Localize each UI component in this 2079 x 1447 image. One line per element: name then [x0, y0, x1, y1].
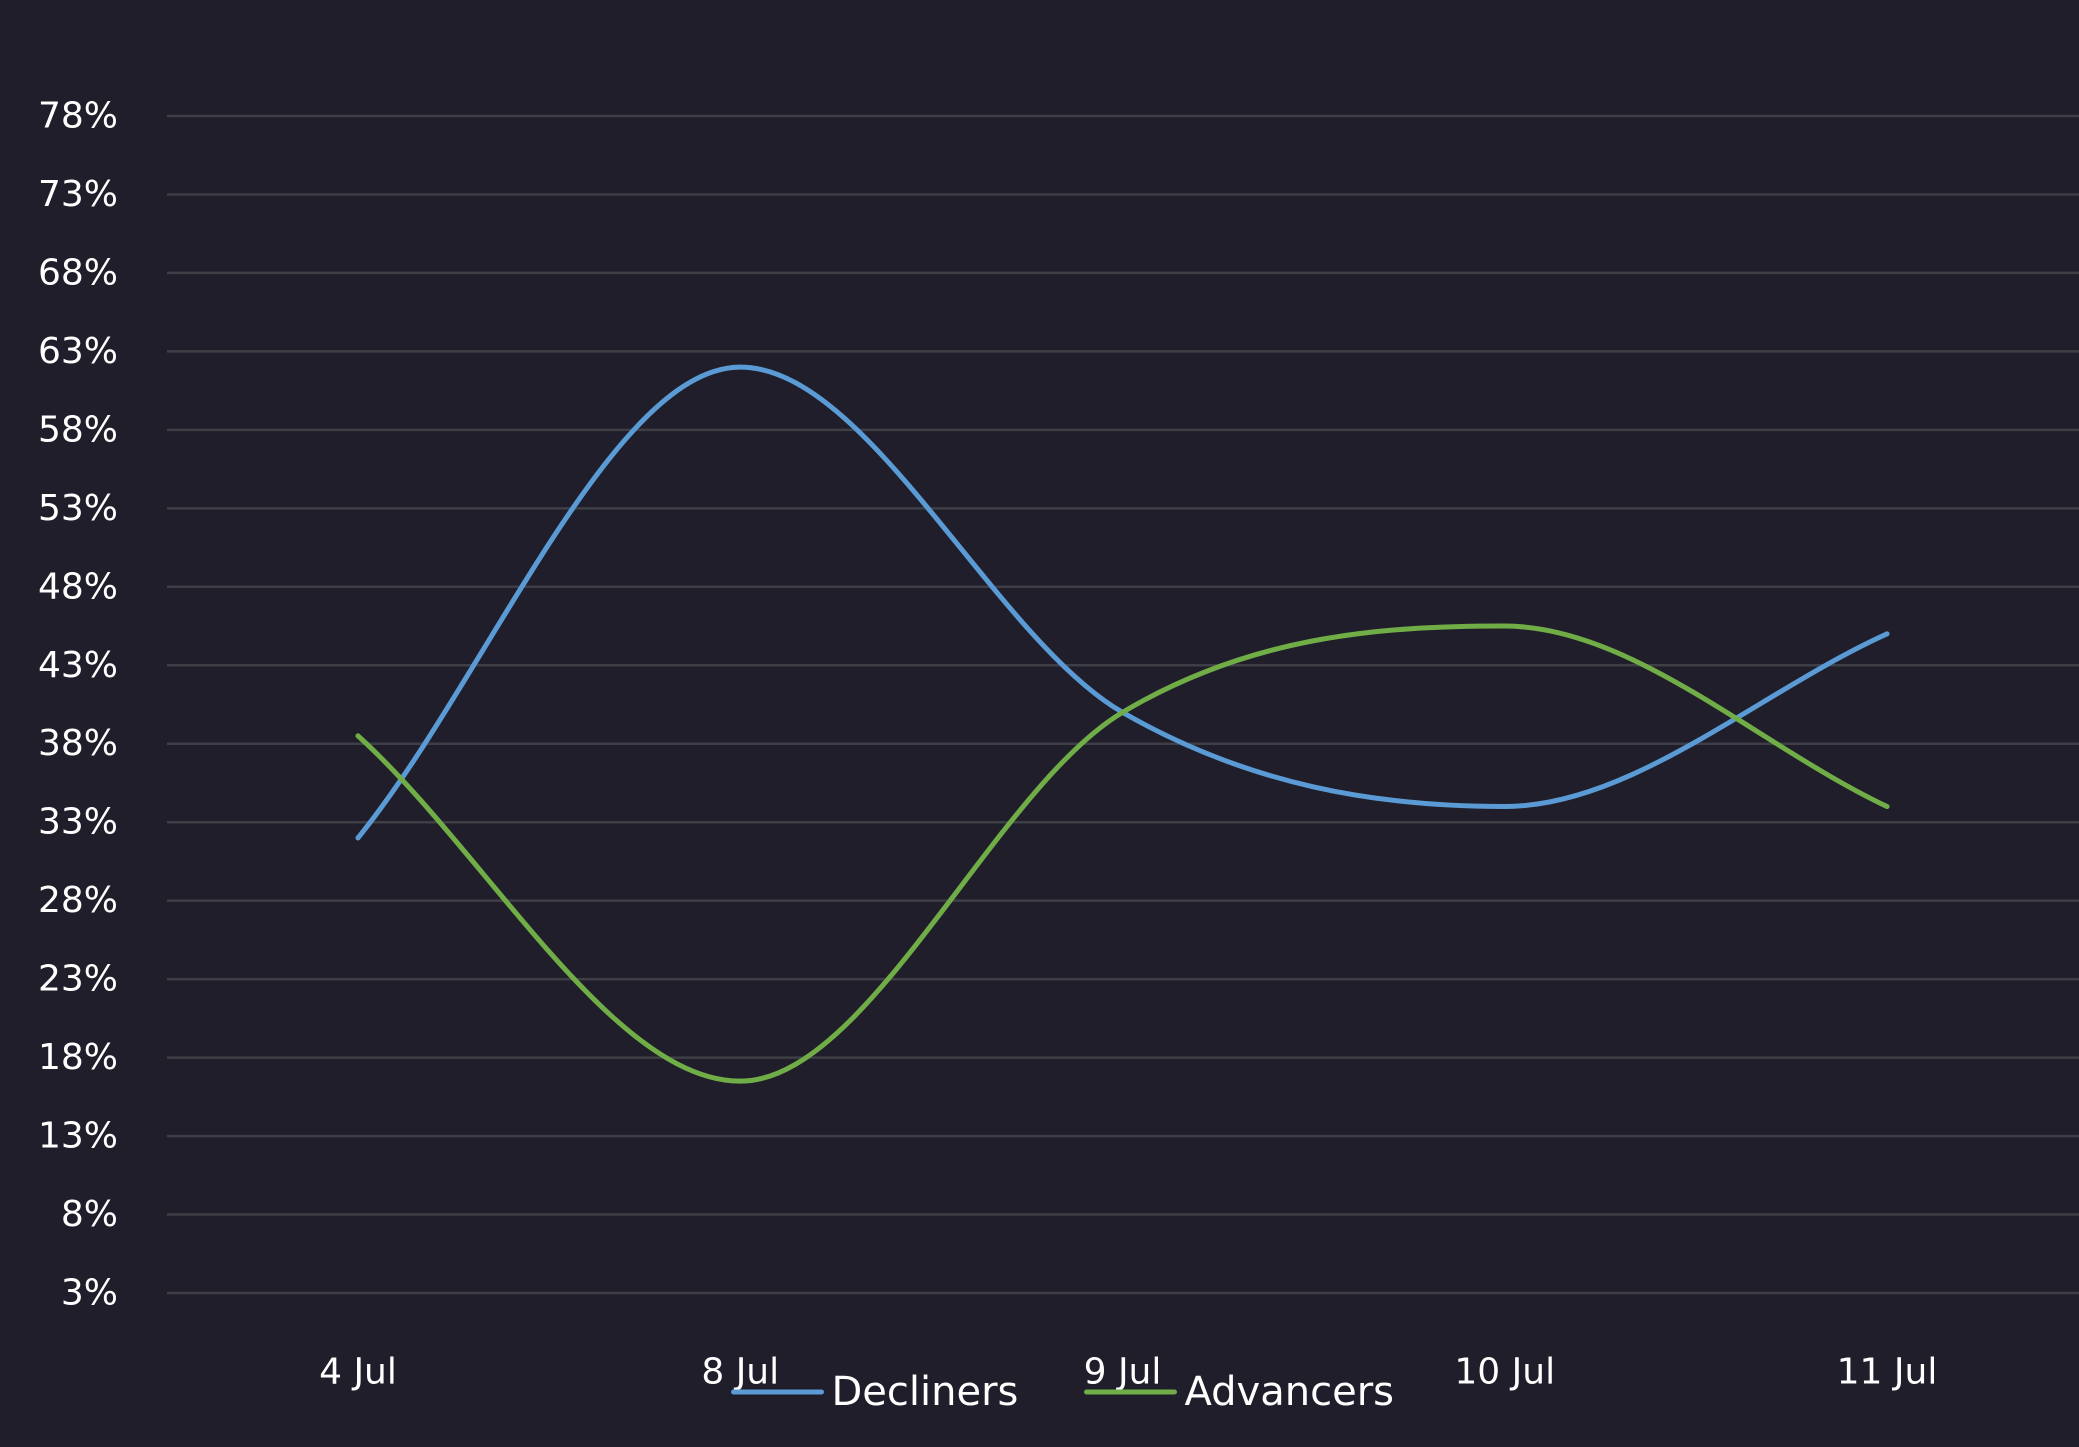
x-tick-label: 8 Jul	[701, 1352, 779, 1393]
series-lines	[355, 364, 1890, 1084]
x-tick-label: 10 Jul	[1454, 1352, 1555, 1393]
grid-lines	[167, 114, 2079, 1295]
series-line-decliners	[355, 364, 1890, 841]
data-point-decliners	[1884, 631, 1890, 637]
y-tick-label: 33%	[38, 802, 118, 843]
y-axis-tick-labels: 78% 73% 68% 63% 58% 53% 48% 43% 38% 33% 28% 23% 18% 1…	[38, 96, 118, 1314]
x-tick-label: 4 Jul	[319, 1352, 397, 1393]
data-point-advancers	[737, 1078, 743, 1084]
y-tick-label: 13%	[38, 1116, 118, 1157]
series-line-advancers	[355, 623, 1890, 1084]
x-tick-label: 9 Jul	[1084, 1352, 1162, 1393]
legend-label-decliners: Decliners	[832, 1369, 1019, 1415]
y-tick-label: 68%	[38, 252, 118, 293]
y-tick-label: 58%	[38, 409, 118, 450]
x-axis-tick-labels: 4 Jul 8 Jul 9 Jul 10 Jul 11 Jul	[319, 1352, 1937, 1393]
y-tick-label: 18%	[38, 1037, 118, 1078]
data-point-decliners	[1502, 804, 1508, 810]
data-point-decliners	[355, 835, 361, 841]
y-tick-label: 38%	[38, 723, 118, 764]
y-tick-label: 73%	[38, 174, 118, 215]
legend-label-advancers: Advancers	[1185, 1369, 1394, 1415]
data-point-advancers	[1120, 709, 1125, 715]
y-tick-label: 63%	[38, 331, 118, 372]
legend: Decliners Advancers	[731, 1369, 1394, 1415]
data-point-advancers	[355, 733, 361, 739]
y-tick-label: 28%	[38, 880, 118, 921]
y-tick-label: 3%	[61, 1273, 118, 1314]
y-tick-label: 43%	[38, 645, 118, 686]
y-tick-label: 78%	[38, 96, 118, 137]
data-point-advancers	[1502, 623, 1508, 629]
data-point-advancers	[1884, 804, 1890, 810]
y-tick-label: 53%	[38, 488, 118, 529]
y-tick-label: 48%	[38, 566, 118, 607]
y-tick-label: 8%	[61, 1194, 118, 1235]
y-tick-label: 23%	[38, 959, 118, 1000]
data-point-decliners	[737, 364, 743, 370]
x-tick-label: 11 Jul	[1837, 1352, 1938, 1393]
